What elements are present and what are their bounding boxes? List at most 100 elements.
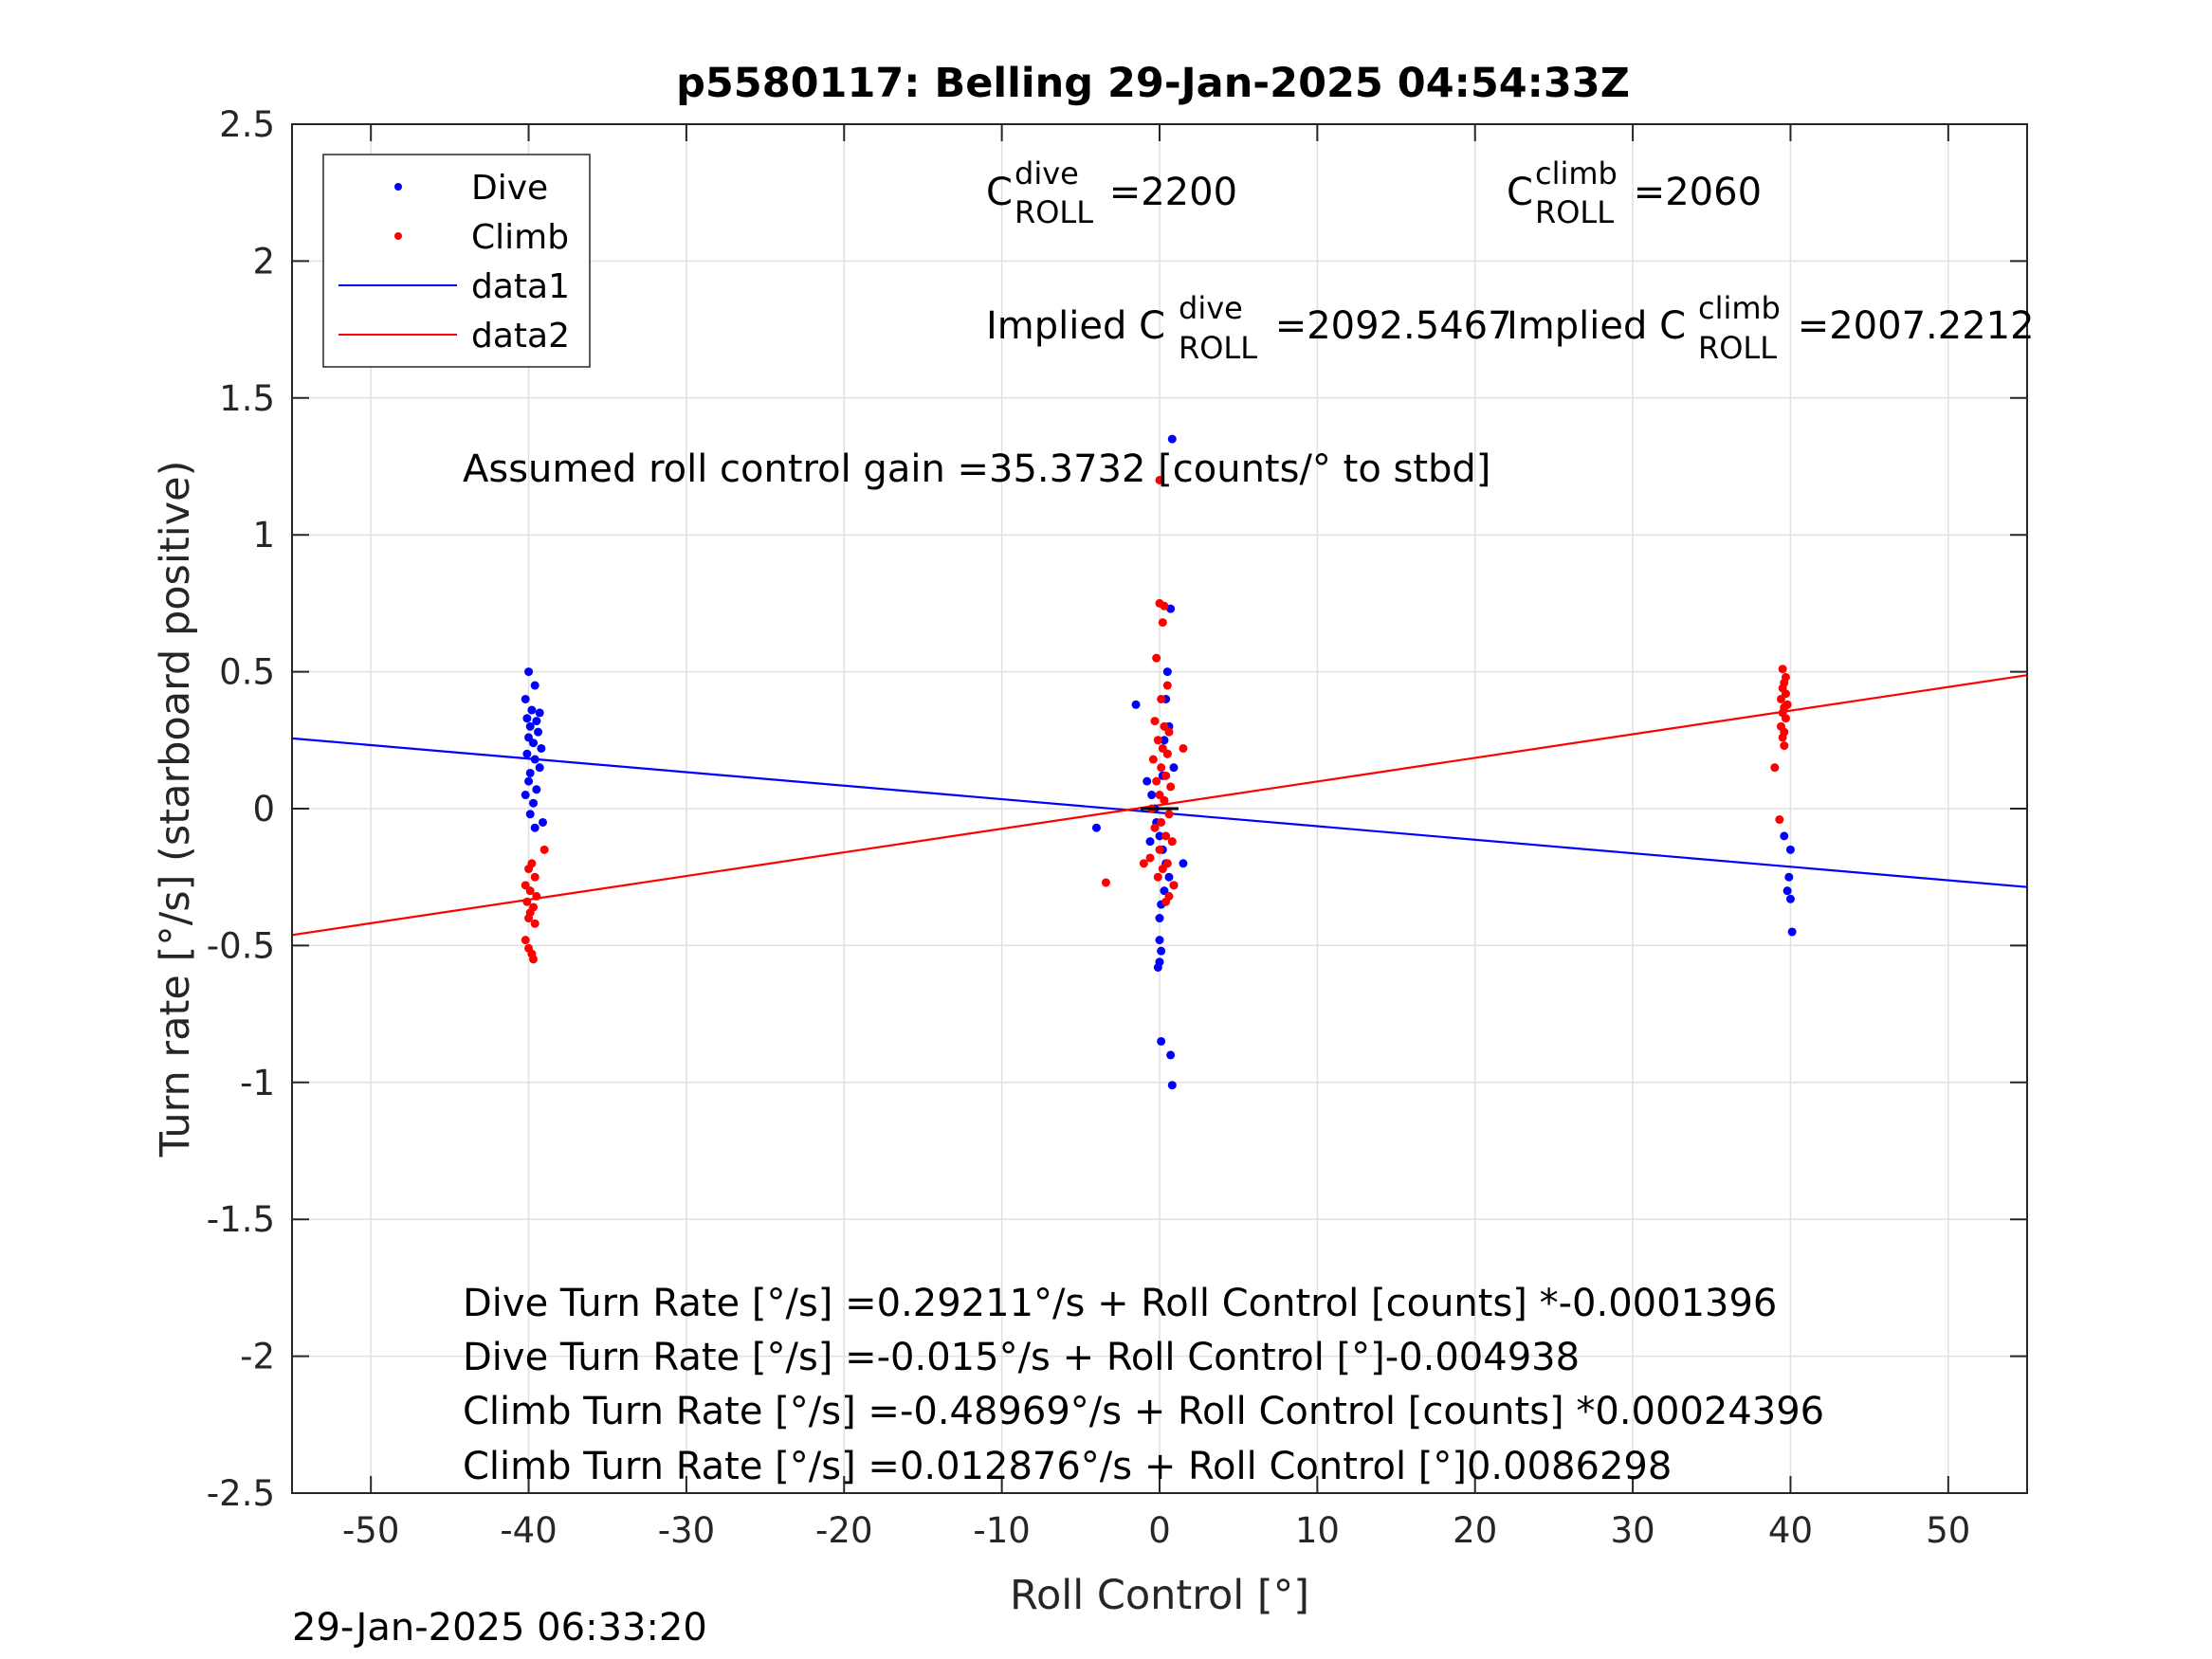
point-climb: [1160, 795, 1169, 805]
point-dive: [521, 791, 530, 800]
y-axis-label: Turn rate [°/s] (starboard positive): [152, 461, 199, 1158]
c-climb-sup: climb: [1535, 155, 1618, 191]
c-dive-sub: ROLL: [1015, 194, 1093, 230]
point-dive: [1162, 667, 1172, 677]
point-climb: [1152, 776, 1161, 786]
implied-dive-prefix: Implied C: [986, 304, 1165, 348]
point-climb: [1775, 815, 1784, 825]
point-dive: [1155, 831, 1164, 841]
annotation-implied-c-roll-dive: Implied C dive ROLL =2092.5467: [986, 290, 1512, 366]
implied-climb-sub: ROLL: [1698, 330, 1777, 366]
point-dive: [527, 705, 537, 715]
point-climb: [1179, 743, 1188, 753]
point-dive: [525, 721, 535, 731]
point-climb: [1778, 665, 1787, 674]
legend-marker-climb: [394, 232, 402, 240]
x-tick-label: -50: [342, 1510, 399, 1551]
x-tick-label: 40: [1768, 1510, 1813, 1551]
axis-ticks: [292, 123, 2027, 1494]
point-dive: [537, 743, 546, 753]
point-dive: [1143, 776, 1152, 786]
point-climb: [1153, 736, 1162, 745]
c-dive-main: C: [986, 171, 1013, 214]
legend-label-data2: data2: [471, 317, 570, 356]
c-climb-main: C: [1507, 171, 1533, 214]
x-tick-label: -40: [500, 1510, 557, 1551]
point-dive: [1785, 894, 1795, 903]
y-tick-label: 1.5: [219, 378, 275, 419]
point-dive: [1164, 872, 1174, 882]
point-dive: [524, 667, 534, 677]
point-climb: [524, 914, 534, 923]
point-climb: [1770, 763, 1780, 773]
point-climb: [1158, 618, 1167, 628]
footer-timestamp: 29-Jan-2025 06:33:20: [292, 1606, 707, 1650]
annotation-equation-2: Dive Turn Rate [°/s] =-0.015°/s + Roll C…: [463, 1336, 1580, 1379]
point-dive: [1157, 1036, 1166, 1046]
point-climb: [532, 891, 541, 901]
point-dive: [532, 717, 541, 726]
point-dive: [1784, 872, 1794, 882]
y-tick-label: 1: [252, 515, 275, 556]
implied-dive-sub: ROLL: [1179, 330, 1257, 366]
x-tick-label: 20: [1453, 1510, 1497, 1551]
y-tick-label: 0: [252, 789, 275, 830]
y-tick-labels: -2.5 -2 -1.5 -1 -0.5 0 0.5 1 1.5 2 2.5: [207, 104, 275, 1514]
point-dive: [530, 823, 539, 832]
c-climb-value: =2060: [1621, 171, 1762, 214]
legend-box: [322, 154, 591, 368]
x-tick-label: -20: [815, 1510, 872, 1551]
point-climb: [1155, 475, 1164, 484]
x-tick-label: 30: [1611, 1510, 1655, 1551]
y-tick-label: -0.5: [207, 925, 275, 966]
point-climb: [1169, 881, 1179, 890]
point-climb: [1157, 694, 1166, 703]
point-dive: [529, 738, 539, 748]
point-dive: [1157, 946, 1166, 956]
point-dive: [1155, 914, 1164, 923]
point-climb: [1157, 763, 1166, 773]
point-dive: [1131, 700, 1141, 709]
point-climb: [1778, 733, 1787, 742]
point-climb: [1148, 755, 1158, 764]
implied-dive-sup: dive: [1179, 290, 1243, 326]
point-climb: [1158, 865, 1167, 874]
point-climb: [1776, 694, 1785, 703]
point-dive: [1169, 763, 1179, 773]
point-climb: [1162, 749, 1172, 758]
annotation-implied-c-roll-climb: Implied C climb ROLL =2007.2212: [1507, 290, 2035, 366]
point-climb: [1153, 872, 1162, 882]
point-climb: [1139, 859, 1148, 868]
annotation-c-roll-dive: C dive ROLL =2200: [986, 155, 1237, 230]
point-climb: [525, 886, 535, 896]
point-dive: [530, 681, 539, 690]
point-dive: [1167, 1081, 1177, 1090]
point-climb: [1166, 782, 1176, 792]
point-dive: [534, 727, 543, 737]
point-dive: [525, 768, 535, 777]
annotation-equation-3: Climb Turn Rate [°/s] =-0.48969°/s + Rol…: [463, 1390, 1824, 1433]
point-climb: [1781, 714, 1790, 723]
point-climb: [1150, 823, 1160, 832]
point-dive: [521, 694, 530, 703]
point-climb: [521, 936, 530, 945]
point-climb: [1780, 741, 1789, 751]
implied-climb-value: =2007.2212: [1785, 304, 2035, 348]
point-climb: [530, 919, 539, 928]
y-tick-label: 2: [252, 241, 275, 282]
x-tick-label: 0: [1148, 1510, 1171, 1551]
point-dive: [1153, 963, 1162, 973]
point-dive: [1091, 823, 1101, 832]
point-dive: [1179, 859, 1188, 868]
y-tick-label: 0.5: [219, 652, 275, 693]
point-climb: [524, 865, 534, 874]
annotation-c-roll-climb: C climb ROLL =2060: [1507, 155, 1762, 230]
annotation-equation-4: Climb Turn Rate [°/s] =0.012876°/s + Rol…: [463, 1445, 1672, 1488]
point-dive: [1160, 736, 1169, 745]
fit-line-data2: [291, 674, 2028, 937]
y-tick-label: -1: [240, 1063, 275, 1103]
point-climb: [1164, 810, 1174, 819]
point-dive: [524, 776, 534, 786]
x-tick-label: 10: [1295, 1510, 1340, 1551]
